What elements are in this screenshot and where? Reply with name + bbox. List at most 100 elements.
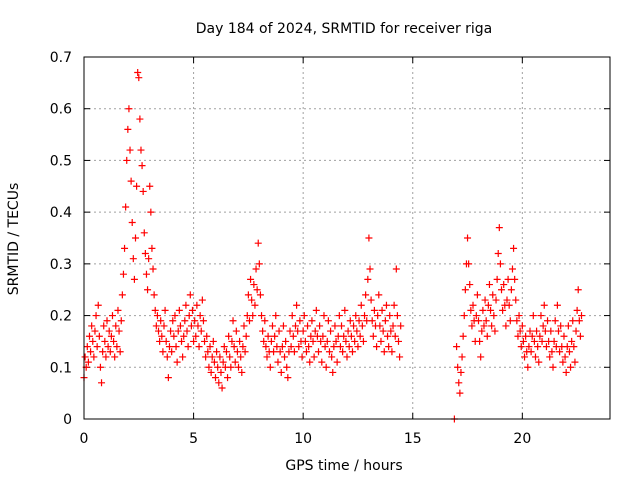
- data-point-marker: [335, 312, 343, 320]
- data-point-marker: [85, 332, 93, 340]
- data-point-marker: [108, 312, 116, 320]
- x-tick-label: 0: [80, 431, 89, 447]
- data-point-marker: [466, 281, 474, 289]
- x-tick-label: 5: [189, 431, 198, 447]
- data-point-marker: [551, 317, 559, 325]
- data-point-marker: [96, 363, 104, 371]
- data-point-marker: [229, 317, 237, 325]
- data-point-marker: [185, 312, 193, 320]
- data-point-marker: [557, 322, 565, 330]
- data-point-marker: [550, 337, 558, 345]
- y-tick-label: 0.2: [50, 309, 72, 325]
- data-point-marker: [213, 348, 221, 356]
- data-point-marker: [247, 275, 255, 283]
- data-point-marker: [103, 317, 111, 325]
- data-point-marker: [199, 317, 207, 325]
- data-point-marker: [249, 312, 257, 320]
- data-point-marker: [307, 332, 315, 340]
- data-point-marker: [340, 332, 348, 340]
- data-point-marker: [284, 374, 292, 382]
- data-point-marker: [119, 270, 127, 278]
- data-point-marker: [129, 255, 137, 263]
- data-point-marker: [345, 343, 353, 351]
- data-point-marker: [99, 348, 107, 356]
- x-tick-label: 20: [513, 431, 531, 447]
- data-point-marker: [529, 312, 537, 320]
- data-point-marker: [242, 332, 250, 340]
- data-point-marker: [504, 275, 512, 283]
- data-point-marker: [130, 275, 138, 283]
- data-point-marker: [391, 332, 399, 340]
- data-point-marker: [125, 105, 133, 113]
- data-point-marker: [477, 353, 485, 361]
- data-point-marker: [95, 332, 103, 340]
- data-point-marker: [272, 312, 280, 320]
- data-point-marker: [138, 162, 146, 170]
- data-point-marker: [352, 312, 360, 320]
- data-point-marker: [206, 343, 214, 351]
- data-point-marker: [317, 337, 325, 345]
- data-point-marker: [381, 317, 389, 325]
- data-point-marker: [141, 250, 149, 258]
- data-point-marker: [150, 291, 158, 299]
- data-point-marker: [578, 312, 586, 320]
- plot-frame: [83, 56, 611, 420]
- data-point-marker: [255, 260, 263, 268]
- data-point-marker: [238, 368, 246, 376]
- y-axis-label: SRMTID / TECUs: [6, 183, 22, 296]
- data-point-marker: [395, 337, 403, 345]
- data-point-marker: [268, 322, 276, 330]
- data-point-marker: [572, 327, 580, 335]
- data-point-marker: [378, 306, 386, 314]
- data-point-marker: [127, 177, 135, 185]
- data-point-marker: [171, 312, 179, 320]
- data-point-marker: [165, 343, 173, 351]
- data-point-marker: [323, 337, 331, 345]
- data-point-marker: [233, 348, 241, 356]
- data-point-marker: [475, 317, 482, 325]
- data-point-marker: [270, 348, 278, 356]
- data-point-marker: [147, 208, 155, 216]
- data-point-marker: [353, 327, 361, 335]
- data-point-marker: [574, 286, 582, 294]
- data-point-marker: [388, 348, 396, 356]
- data-point-marker: [319, 332, 327, 340]
- data-point-marker: [564, 322, 572, 330]
- data-point-marker: [118, 291, 126, 299]
- data-point-marker: [251, 301, 259, 309]
- data-point-marker: [389, 322, 397, 330]
- data-point-marker: [356, 332, 364, 340]
- x-axis-label: GPS time / hours: [285, 458, 402, 474]
- data-point-marker: [275, 327, 283, 335]
- data-point-marker: [90, 353, 98, 361]
- data-point-marker: [198, 296, 206, 304]
- data-point-marker: [121, 244, 129, 252]
- data-point-marker: [511, 275, 519, 283]
- data-point-marker: [93, 343, 101, 351]
- data-point-marker: [306, 358, 314, 366]
- data-point-marker: [126, 146, 134, 154]
- data-point-marker: [124, 125, 132, 133]
- data-point-marker: [332, 337, 340, 345]
- data-point-marker: [339, 348, 347, 356]
- data-point-marker: [302, 348, 310, 356]
- data-point-marker: [576, 332, 584, 340]
- data-point-marker: [526, 327, 534, 335]
- data-point-marker: [499, 306, 507, 314]
- data-point-marker: [210, 358, 218, 366]
- data-point-marker: [548, 348, 556, 356]
- data-point-marker: [396, 353, 404, 361]
- data-point-marker: [343, 353, 351, 361]
- data-point-marker: [484, 301, 492, 309]
- data-point-marker: [104, 343, 112, 351]
- data-point-marker: [304, 322, 312, 330]
- data-point-marker: [176, 322, 184, 330]
- data-point-marker: [344, 327, 352, 335]
- data-point-marker: [519, 337, 527, 345]
- data-point-marker: [167, 327, 175, 335]
- data-point-marker: [87, 348, 95, 356]
- data-point-marker: [507, 286, 515, 294]
- data-point-marker: [231, 358, 239, 366]
- data-point-marker: [139, 187, 147, 195]
- data-point-marker: [112, 322, 120, 330]
